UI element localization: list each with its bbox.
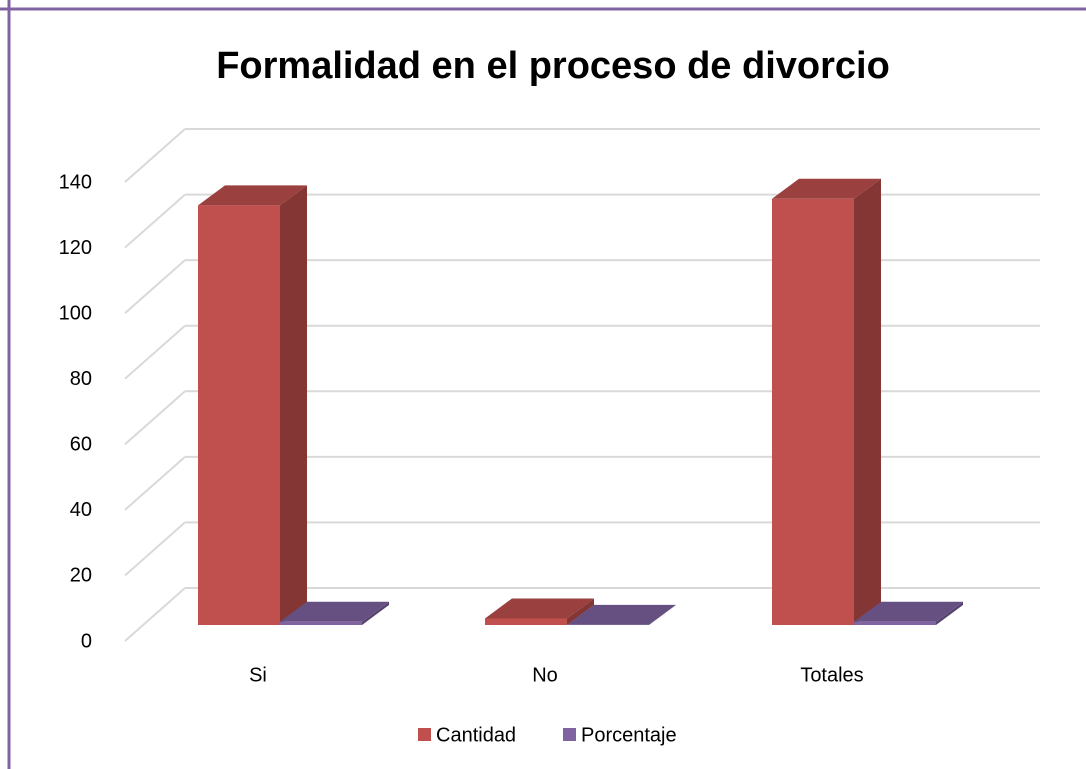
bar-top	[567, 604, 676, 625]
bar	[854, 601, 963, 625]
y-tick-label: 0	[81, 630, 92, 652]
legend-label: Cantidad	[436, 724, 516, 746]
x-tick-label: Totales	[800, 664, 863, 686]
bar-side	[854, 178, 881, 626]
bar-front	[280, 621, 362, 625]
grid-line-side	[124, 193, 186, 249]
bar-top	[772, 178, 881, 199]
x-tick-label: Si	[249, 664, 267, 686]
bar-top	[485, 598, 594, 619]
bar	[567, 604, 676, 625]
legend-label: Porcentaje	[581, 724, 677, 746]
bar-top	[854, 601, 963, 622]
bar-side	[567, 598, 594, 625]
bar-front	[485, 618, 567, 625]
x-tick-label: No	[532, 664, 558, 686]
bar-side	[936, 601, 963, 625]
grid-line-side	[124, 456, 186, 511]
grid-line-side	[124, 128, 186, 183]
bar-front	[198, 205, 280, 626]
y-tick-label: 80	[70, 368, 92, 390]
y-tick-label: 140	[59, 171, 92, 193]
y-tick-label: 40	[70, 499, 92, 521]
y-tick-label: 20	[70, 565, 92, 587]
bar-front	[772, 198, 854, 626]
bar-side	[649, 604, 676, 625]
y-tick-label: 100	[59, 302, 92, 324]
grid-line-side	[124, 587, 186, 642]
bar-top	[280, 601, 389, 622]
grid-line-side	[124, 324, 186, 380]
y-tick-label: 60	[70, 434, 92, 456]
bar	[772, 178, 881, 626]
y-tick-label: 120	[59, 237, 92, 259]
legend-swatch	[418, 728, 431, 741]
bar	[198, 185, 307, 626]
grid-line-side	[124, 390, 186, 446]
bar	[485, 598, 594, 625]
bar-side	[362, 601, 389, 625]
chart-title: Formalidad en el proceso de divorcio	[216, 45, 890, 87]
bar-side	[280, 185, 307, 626]
bar	[280, 601, 389, 625]
legend-swatch	[563, 728, 576, 741]
grid-line-side	[124, 259, 186, 314]
bar-top	[198, 185, 307, 206]
grid-line-side	[124, 521, 186, 577]
bar-front	[854, 621, 936, 625]
